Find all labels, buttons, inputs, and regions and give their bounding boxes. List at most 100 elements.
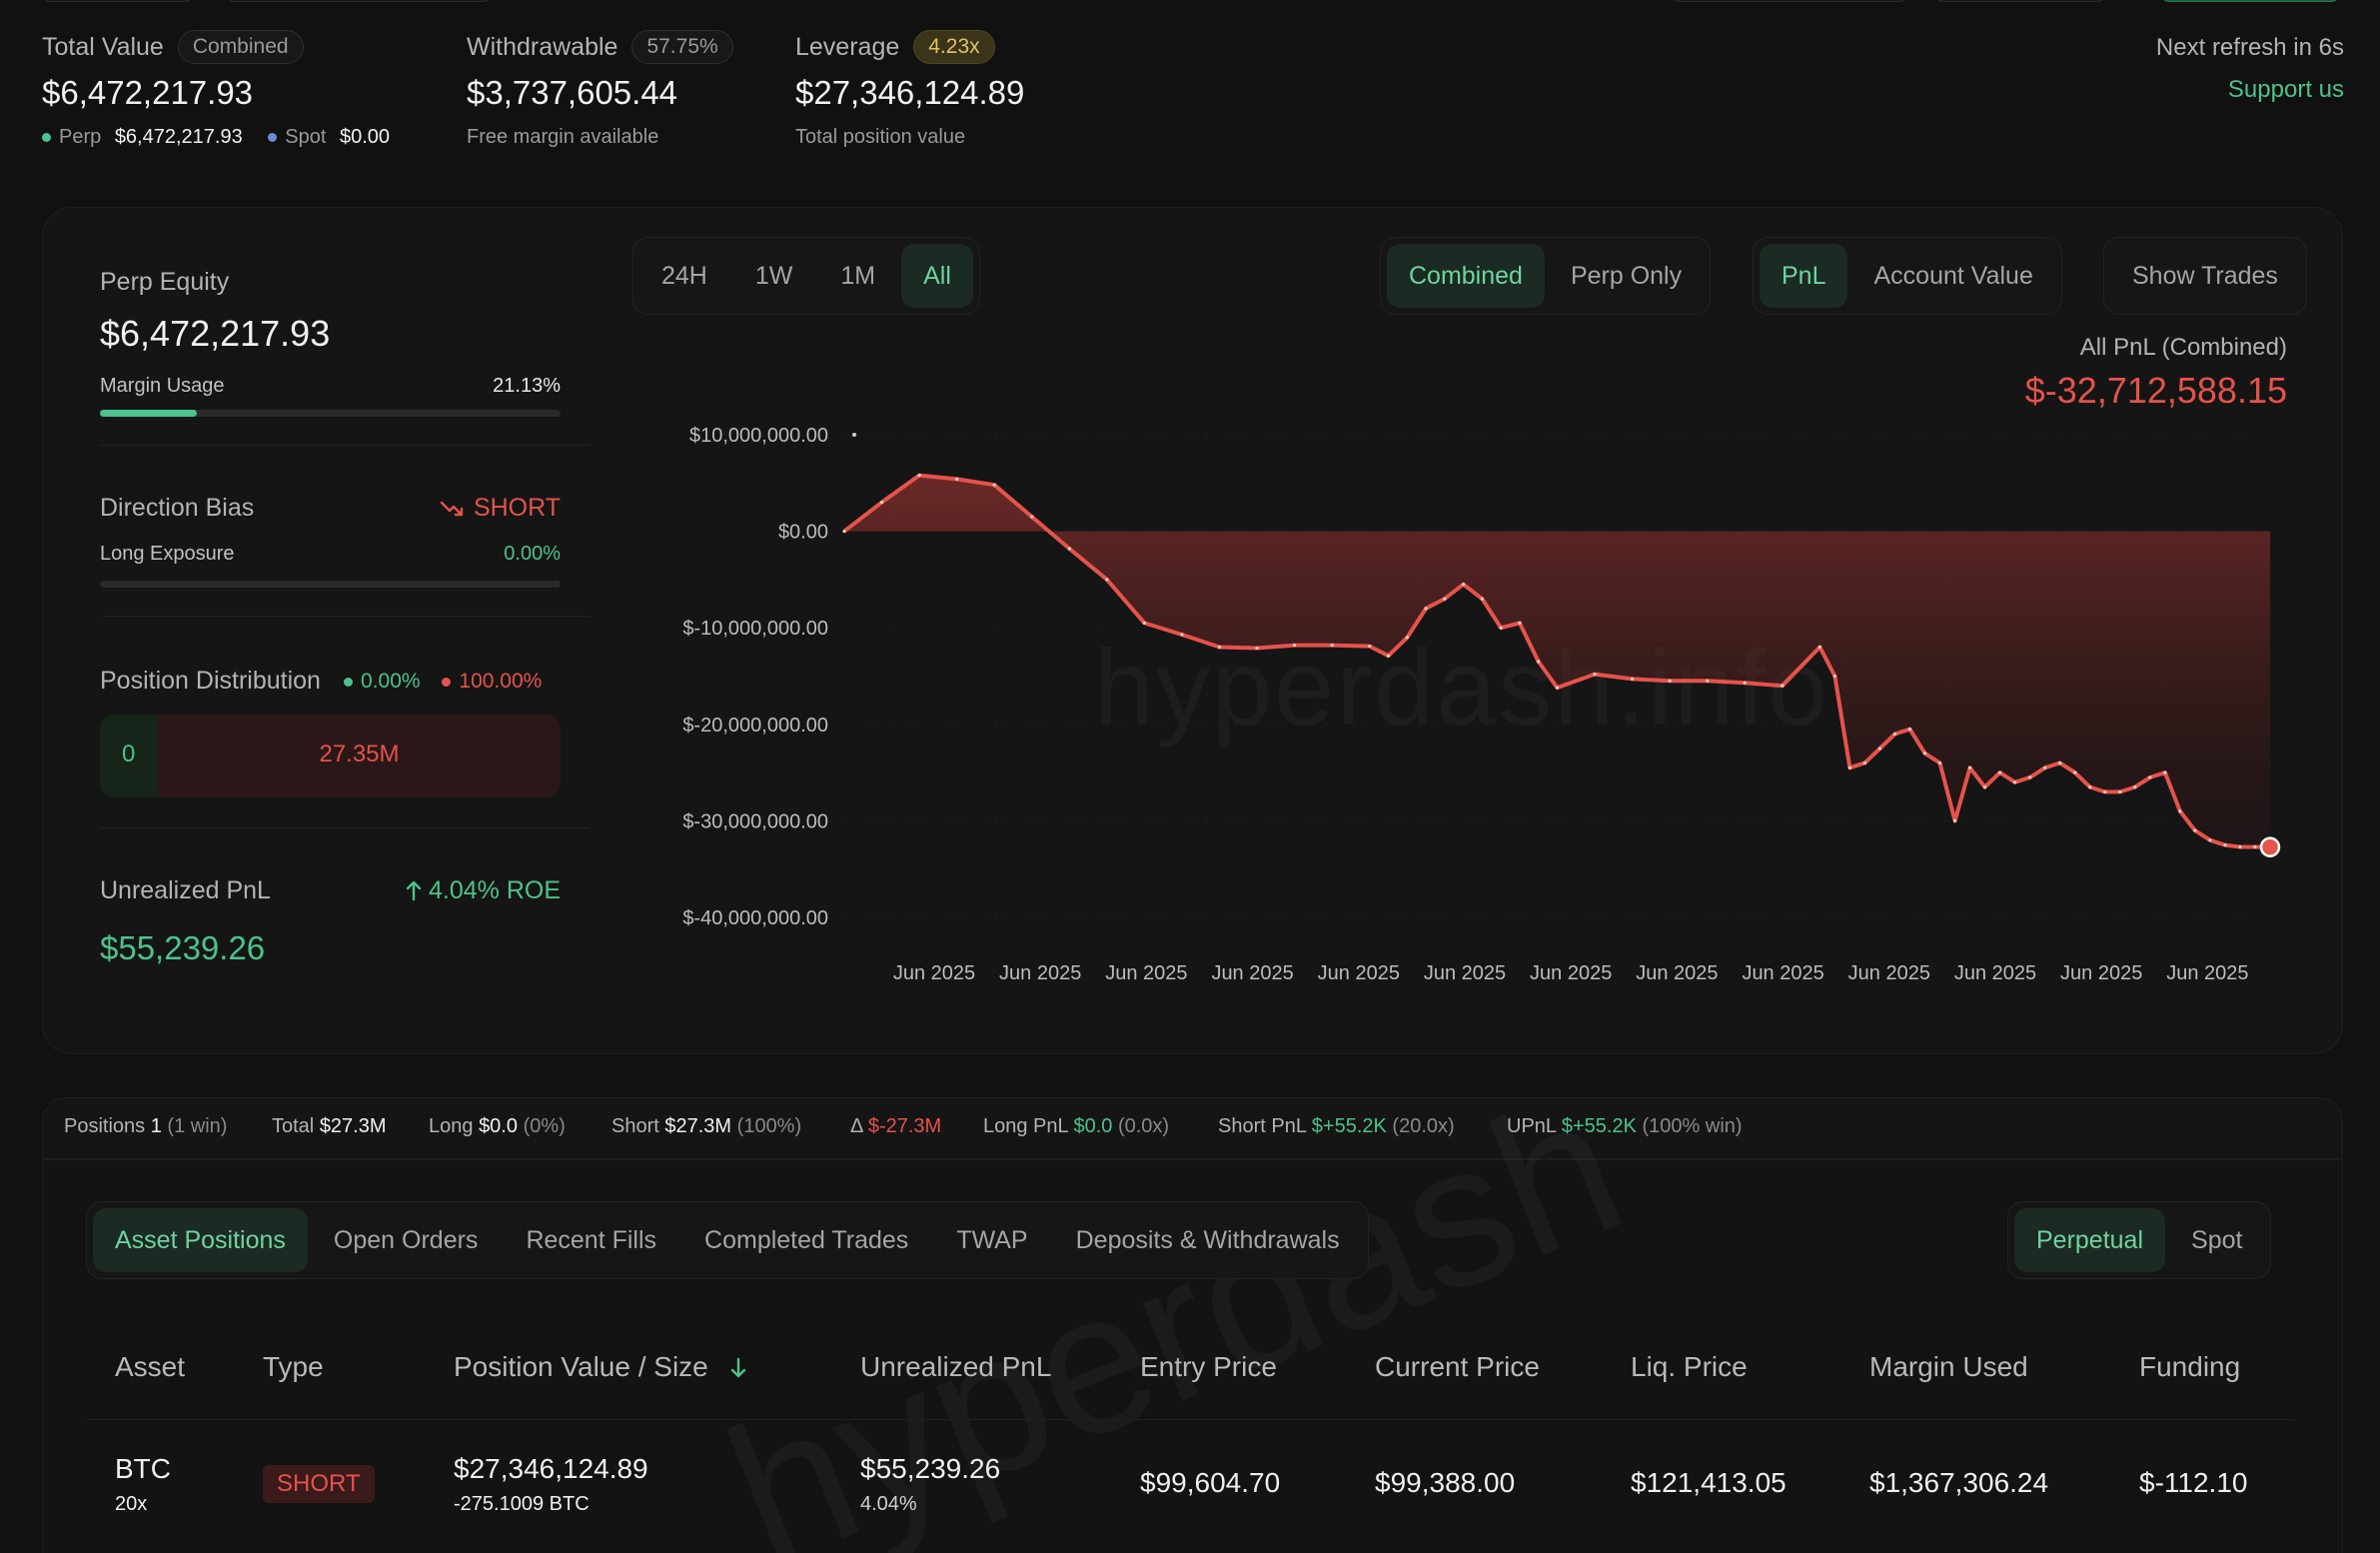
data-point bbox=[2043, 766, 2047, 770]
show-trades-button[interactable]: Show Trades bbox=[2132, 261, 2278, 290]
scope-combined[interactable]: Combined bbox=[1387, 244, 1545, 308]
data-point bbox=[1892, 732, 1897, 737]
tab-twap[interactable]: TWAP bbox=[956, 1225, 1028, 1254]
chart-header-value: $-32,712,588.15 bbox=[2024, 370, 2287, 411]
data-point bbox=[2118, 789, 2122, 794]
data-point bbox=[1832, 674, 1836, 679]
range-24h[interactable]: 24H bbox=[661, 261, 707, 290]
leverage-value: $27,346,124.89 bbox=[795, 74, 1025, 111]
data-point bbox=[1952, 818, 1957, 822]
y-tick-label: $0.00 bbox=[778, 522, 828, 544]
top-button-4[interactable] bbox=[1934, 0, 2106, 2]
col-margin-used[interactable]: Margin Used bbox=[1869, 1351, 2028, 1382]
metric-pnl[interactable]: PnL bbox=[1760, 244, 1848, 308]
data-point bbox=[1405, 636, 1409, 640]
data-point bbox=[1983, 784, 1987, 789]
col-unrealized-pnl[interactable]: Unrealized PnL bbox=[860, 1351, 1052, 1382]
summary-short-pnl: Short PnL $+55.2K (20.0x) bbox=[1218, 1115, 1455, 1137]
data-point bbox=[2253, 844, 2257, 849]
row-upnl-pct: 4.04% bbox=[860, 1493, 917, 1515]
col-position-value[interactable]: Position Value / Size bbox=[454, 1351, 748, 1383]
data-point bbox=[2088, 784, 2092, 789]
tab-recent-fills[interactable]: Recent Fills bbox=[526, 1225, 657, 1254]
withdrawable-sub: Free margin available bbox=[467, 126, 659, 148]
direction-bias-label: Direction Bias bbox=[100, 494, 255, 522]
row-entry-price: $99,604.70 bbox=[1140, 1467, 1281, 1498]
scope-selector: Combined Perp Only bbox=[1380, 237, 1712, 315]
unrealized-pnl-value: $55,239.26 bbox=[100, 929, 266, 966]
data-point bbox=[1817, 645, 1821, 650]
spot-dot-icon bbox=[268, 133, 278, 143]
leverage-block: Leverage 4.23x $27,346,124.89 Total posi… bbox=[795, 30, 1024, 149]
col-current-price[interactable]: Current Price bbox=[1375, 1351, 1540, 1382]
margin-usage-fill bbox=[100, 410, 198, 417]
x-tick-label: Jun 2025 bbox=[999, 962, 1081, 984]
distribution-legend: 0.00% 100.00% bbox=[344, 670, 542, 694]
data-point bbox=[2103, 789, 2107, 794]
data-point bbox=[2028, 776, 2032, 779]
data-point bbox=[1499, 626, 1503, 630]
data-point bbox=[1105, 578, 1109, 582]
support-link[interactable]: Support us bbox=[2227, 76, 2344, 103]
tab-asset-positions[interactable]: Asset Positions bbox=[93, 1208, 308, 1272]
margin-usage-value: 21.13% bbox=[493, 375, 561, 397]
metric-account-value[interactable]: Account Value bbox=[1873, 261, 2033, 290]
direction-bias-value: SHORT bbox=[473, 494, 561, 522]
col-type[interactable]: Type bbox=[263, 1351, 324, 1382]
col-funding[interactable]: Funding bbox=[2139, 1351, 2241, 1382]
row-type-badge: SHORT bbox=[263, 1465, 375, 1503]
data-point bbox=[1922, 752, 1927, 756]
combined-badge[interactable]: Combined bbox=[177, 30, 304, 64]
trending-down-icon bbox=[440, 501, 464, 517]
latest-point[interactable] bbox=[2259, 836, 2281, 857]
top-button-2[interactable] bbox=[226, 0, 492, 2]
top-button-3[interactable] bbox=[1671, 0, 1908, 2]
tab-perpetual[interactable]: Perpetual bbox=[2014, 1208, 2166, 1272]
data-point bbox=[1518, 621, 1522, 625]
withdrawable-badge: 57.75% bbox=[631, 30, 733, 64]
perp-label: Perp bbox=[59, 126, 102, 148]
y-tick-label: $-40,000,000.00 bbox=[682, 907, 828, 929]
col-liq-price[interactable]: Liq. Price bbox=[1631, 1351, 1748, 1382]
tab-completed-trades[interactable]: Completed Trades bbox=[704, 1225, 909, 1254]
summary-long: Long $0.0 (0%) bbox=[429, 1115, 566, 1137]
tab-deposits-withdrawals[interactable]: Deposits & Withdrawals bbox=[1075, 1225, 1340, 1254]
data-point bbox=[1781, 684, 1785, 688]
data-point bbox=[842, 530, 846, 534]
withdrawable-value: $3,737,605.44 bbox=[467, 74, 678, 111]
data-point bbox=[2223, 842, 2227, 847]
data-point bbox=[1998, 771, 2002, 775]
y-tick-label: $-20,000,000.00 bbox=[682, 715, 828, 737]
range-all[interactable]: All bbox=[901, 244, 973, 308]
time-range-selector: 24H 1W 1M All bbox=[632, 237, 980, 315]
perp-dot-icon bbox=[42, 133, 51, 143]
data-point bbox=[2208, 838, 2212, 842]
direction-bias-value-wrap: SHORT bbox=[100, 494, 561, 523]
range-1w[interactable]: 1W bbox=[754, 261, 793, 290]
row-asset[interactable]: BTC bbox=[115, 1453, 171, 1484]
margin-usage-bar bbox=[100, 410, 561, 417]
x-tick-label: Jun 2025 bbox=[1636, 962, 1718, 984]
col-asset[interactable]: Asset bbox=[115, 1351, 186, 1382]
tab-open-orders[interactable]: Open Orders bbox=[333, 1225, 479, 1254]
long-exposure-bar bbox=[100, 581, 561, 588]
data-point bbox=[1847, 766, 1852, 770]
metric-selector: PnL Account Value bbox=[1753, 237, 2062, 315]
data-point bbox=[1743, 681, 1747, 685]
top-action-button[interactable] bbox=[2160, 0, 2340, 2]
roe-wrap: 4.04% ROE bbox=[100, 876, 561, 905]
dist-short-value: 27.35M bbox=[319, 741, 400, 768]
dist-long-pct: 0.00% bbox=[361, 670, 421, 693]
x-tick-label: Jun 2025 bbox=[1105, 962, 1187, 984]
row-upnl: $55,239.26 bbox=[860, 1453, 1001, 1484]
x-tick-label: Jun 2025 bbox=[1848, 962, 1930, 984]
data-point bbox=[1293, 643, 1297, 648]
col-entry-price[interactable]: Entry Price bbox=[1140, 1351, 1277, 1382]
pnl-chart[interactable]: $10,000,000.00 $0.00 $-10,000,000.00 $-20,0… bbox=[639, 420, 2318, 999]
tab-spot[interactable]: Spot bbox=[2191, 1225, 2243, 1254]
scope-perp-only[interactable]: Perp Only bbox=[1570, 261, 1683, 290]
perp-equity-value: $6,472,217.93 bbox=[100, 313, 331, 354]
summary-positions: Positions 1 (1 win) bbox=[64, 1115, 228, 1137]
range-1m[interactable]: 1M bbox=[840, 261, 876, 290]
top-button-1[interactable] bbox=[42, 0, 194, 2]
